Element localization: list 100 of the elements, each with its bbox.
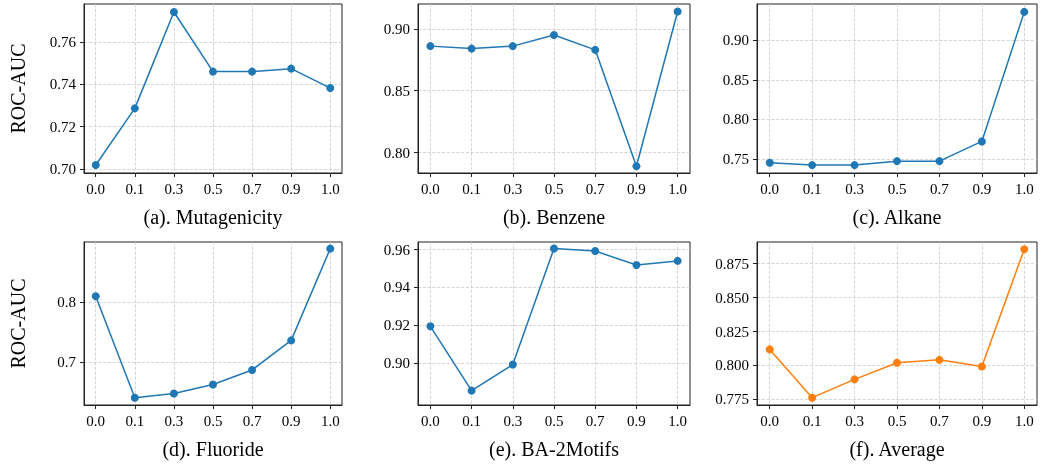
x-axis-title: (c). Alkane [852,206,942,229]
point [426,322,435,331]
x-tick-label: 0.3 [164,180,184,197]
x-axis-title: (a). Mutagenicity [143,206,283,229]
x-tick-label: 0.1 [462,180,481,197]
y-tick-label: 0.76 [49,34,77,51]
point [765,158,774,167]
x-axis-title: (d). Fluoride [162,438,264,461]
x-tick-label: 0.1 [802,180,822,197]
point [591,45,600,54]
point [632,261,641,270]
x-tick-label: 0.0 [86,180,106,197]
point [467,44,476,53]
point [326,84,335,93]
point [808,161,817,170]
y-tick-label: 0.94 [383,279,411,296]
y-tick-label: 0.90 [722,32,749,49]
y-tick-label: 0.80 [383,144,410,161]
point [91,292,100,301]
x-tick-label: 0.0 [420,180,440,197]
y-tick-label: 0.90 [383,20,410,37]
y-tick-label: 0.85 [722,71,749,88]
point [287,64,296,73]
x-tick-label: 0.5 [544,180,564,197]
point [893,157,901,166]
point [935,355,944,364]
point [977,362,986,371]
point [508,360,517,369]
point [808,393,817,402]
x-tick-label: 0.7 [930,412,950,429]
point [426,42,435,51]
x-tick-label: 1.0 [668,180,688,197]
y-tick-label: 0.825 [715,323,749,340]
y-tick-label: 0.8 [57,293,76,310]
point [169,389,178,398]
x-tick-label: 0.7 [585,412,606,429]
point [591,247,600,256]
point [209,67,217,76]
y-tick-label: 0.74 [49,76,77,93]
x-axis-title: (f). Average [849,438,945,461]
point [248,365,257,374]
x-tick-label: 0.0 [86,412,106,429]
point [467,386,476,395]
y-tick-label: 0.85 [383,82,410,99]
y-tick-label: 0.90 [383,355,410,372]
y-tick-label: 0.80 [722,111,749,128]
point [977,137,986,146]
point [673,7,682,16]
x-tick-label: 0.0 [420,412,440,429]
point [935,157,944,166]
x-tick-label: 0.1 [125,412,145,429]
y-axis-title: ROC-AUC [7,43,29,134]
x-tick-label: 0.9 [281,180,301,197]
x-tick-label: 0.9 [627,412,646,429]
point [169,8,178,17]
x-tick-label: 0.5 [887,180,907,197]
point [550,30,558,39]
y-tick-label: 0.850 [715,289,749,306]
x-tick-label: 0.3 [164,412,184,429]
x-tick-label: 0.5 [887,412,907,429]
point [765,345,774,354]
x-tick-label: 0.7 [585,180,606,197]
x-tick-label: 0.1 [462,412,481,429]
y-tick-label: 0.92 [383,317,410,334]
point [287,336,296,345]
x-tick-label: 0.3 [845,412,864,429]
point [673,256,682,265]
point [248,67,257,76]
x-tick-label: 1.0 [320,412,340,429]
y-tick-label: 0.75 [722,150,749,167]
point [508,42,517,51]
point [893,358,901,367]
x-tick-label: 0.1 [802,412,822,429]
point [326,244,335,253]
x-tick-label: 1.0 [668,412,688,429]
point [130,104,139,113]
x-tick-label: 0.7 [242,180,262,197]
x-tick-label: 0.7 [930,180,950,197]
y-tick-label: 0.875 [715,255,749,272]
x-tick-label: 0.9 [972,412,992,429]
x-tick-label: 0.1 [125,180,145,197]
x-axis-title: (b). Benzene [502,206,606,229]
point [130,393,139,402]
point [1020,7,1029,16]
point [550,244,558,253]
x-tick-label: 1.0 [320,180,340,197]
x-tick-label: 0.3 [845,180,864,197]
y-tick-label: 0.775 [715,391,749,408]
x-tick-label: 0.9 [281,412,301,429]
y-axis-title: ROC-AUC [7,278,29,369]
x-tick-label: 0.5 [203,180,223,197]
point [1020,245,1029,254]
y-tick-label: 0.72 [49,118,76,135]
x-tick-label: 1.0 [1014,412,1034,429]
y-tick-label: 0.96 [383,241,411,258]
x-tick-label: 0.0 [760,412,780,429]
x-tick-label: 0.3 [503,180,523,197]
point [850,375,859,384]
point [850,161,859,170]
x-axis-title: (e). BA-2Motifs [489,438,620,461]
